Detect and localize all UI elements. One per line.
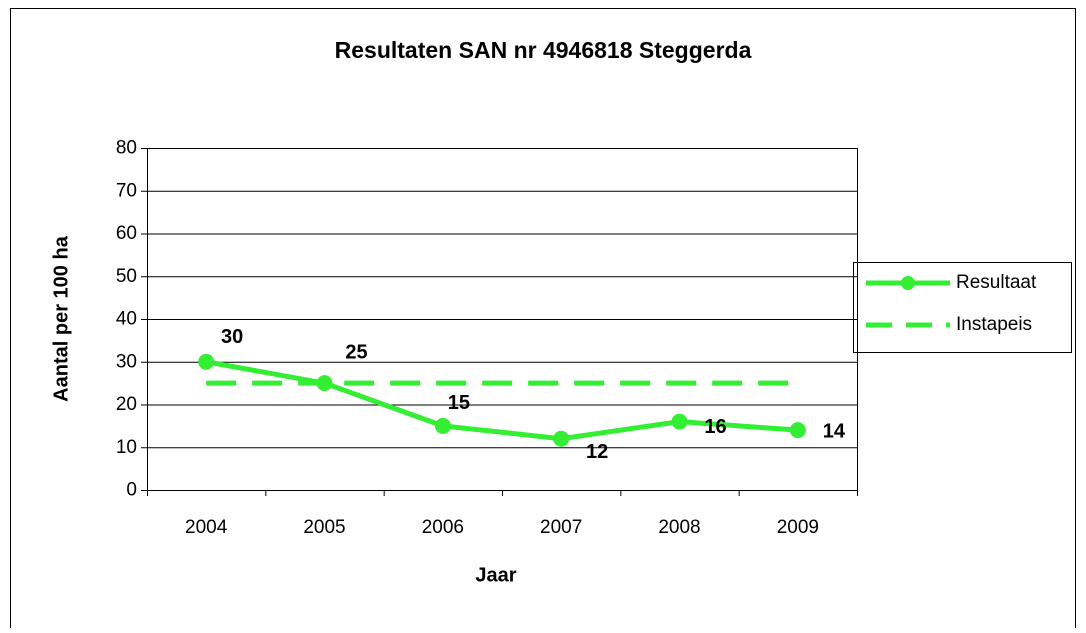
x-axis-title: Jaar xyxy=(475,564,516,586)
marker xyxy=(671,413,688,430)
x-tick-label: 2006 xyxy=(422,517,464,538)
legend-label: Resultaat xyxy=(956,272,1037,293)
y-tick-label: 30 xyxy=(116,351,137,372)
data-label: 14 xyxy=(823,420,846,442)
y-tick-label: 70 xyxy=(116,180,137,201)
line xyxy=(205,359,799,442)
y-tick-label: 50 xyxy=(116,266,137,287)
marker xyxy=(198,353,215,370)
y-tick-label: 60 xyxy=(116,223,137,244)
data-label: 15 xyxy=(448,392,470,414)
marker xyxy=(553,430,570,447)
data-label: 12 xyxy=(586,441,608,463)
marker xyxy=(789,422,806,439)
x-tick-label: 2004 xyxy=(185,517,228,538)
data-label: 16 xyxy=(704,416,726,438)
x-tick-label: 2009 xyxy=(777,517,819,538)
y-tick-label: 20 xyxy=(116,394,137,415)
x-tick-label: 2005 xyxy=(303,517,345,538)
marker xyxy=(434,417,451,434)
legend-box xyxy=(853,262,1072,353)
y-tick-label: 80 xyxy=(116,138,137,159)
legend-label: Instapeis xyxy=(956,314,1032,335)
x-tick-label: 2007 xyxy=(540,517,582,538)
data-label: 30 xyxy=(221,326,243,348)
y-tick-label: 40 xyxy=(116,309,137,330)
x-tick-label: 2008 xyxy=(658,517,700,538)
chart-title: Resultaten SAN nr 4946818 Steggerda xyxy=(335,37,752,63)
y-tick-label: 10 xyxy=(116,437,137,458)
data-label: 25 xyxy=(345,341,367,363)
legend-marker xyxy=(901,276,915,290)
y-tick-label: 0 xyxy=(126,480,137,501)
y-axis-title: Aantal per 100 ha xyxy=(50,235,72,402)
